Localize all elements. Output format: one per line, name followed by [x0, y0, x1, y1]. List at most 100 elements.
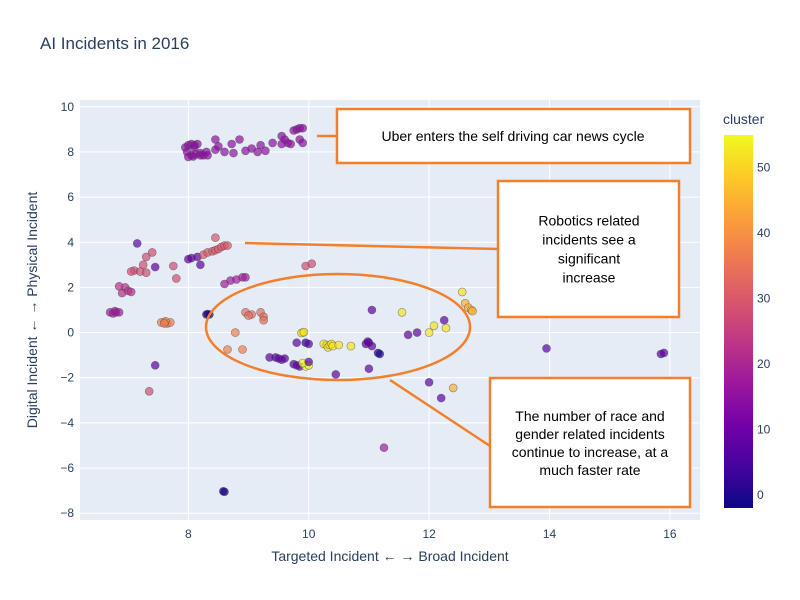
data-point: [261, 146, 270, 156]
data-point: [114, 281, 124, 291]
chart-title: AI Incidents in 2016: [40, 34, 190, 53]
data-point: [126, 267, 136, 276]
y-tick-label: −6: [60, 461, 74, 475]
data-point: [141, 268, 151, 278]
data-point: [150, 262, 160, 272]
data-point: [659, 348, 669, 358]
data-point: [307, 259, 317, 269]
y-tick-label: 0: [67, 326, 74, 340]
annotation-text: gender related incidents: [515, 426, 664, 442]
data-point: [429, 321, 439, 331]
colorbar-tick-label: 10: [757, 422, 771, 436]
annotation-text: much faster rate: [539, 462, 640, 478]
colorbar-tick-label: 0: [757, 488, 764, 502]
data-point: [424, 328, 434, 337]
data-point: [227, 139, 236, 149]
y-tick-label: 4: [67, 235, 74, 249]
data-point: [397, 307, 407, 317]
data-point: [132, 239, 142, 248]
annotation-box: [488, 376, 692, 509]
data-point: [412, 328, 422, 337]
data-point: [172, 274, 181, 283]
data-point: [268, 138, 277, 148]
y-tick-label: 6: [67, 190, 74, 204]
y-tick-label: −2: [60, 371, 74, 385]
y-tick-label: 8: [67, 145, 74, 159]
data-point: [542, 344, 551, 353]
data-point: [144, 386, 154, 396]
data-point: [141, 252, 151, 262]
y-tick-label: 10: [61, 100, 75, 114]
data-point: [229, 148, 238, 158]
data-point: [424, 377, 434, 387]
data-point: [436, 393, 446, 403]
data-point: [169, 261, 178, 271]
data-point: [441, 323, 451, 333]
x-tick-label: 10: [302, 527, 316, 541]
data-point: [304, 357, 314, 367]
data-point: [244, 311, 253, 320]
annotation-text: Robotics related: [538, 213, 639, 229]
data-point: [367, 341, 377, 351]
data-point: [256, 140, 265, 150]
data-point: [223, 241, 232, 250]
data-point: [259, 315, 268, 325]
data-point: [331, 370, 341, 379]
data-point: [304, 339, 314, 349]
data-point: [403, 330, 413, 340]
annotation-text: incidents see a: [542, 232, 636, 248]
colorbar-tick-label: 30: [757, 292, 771, 306]
data-point: [439, 315, 449, 325]
colorbar-title: cluster: [723, 111, 765, 127]
colorbar-tick-label: 20: [757, 357, 771, 371]
data-point: [160, 319, 169, 328]
colorbar-tick-label: 40: [757, 226, 771, 240]
data-point: [379, 443, 389, 453]
annotation-ellipse: [204, 272, 472, 382]
data-point: [292, 338, 302, 348]
x-axis-label: Targeted Incident ← → Broad Incident: [271, 548, 508, 564]
x-tick-label: 8: [185, 527, 192, 541]
annotation-text: increase: [563, 270, 616, 286]
annotation-box: [496, 179, 681, 319]
annotation-text: continue to increase, at a: [512, 444, 669, 460]
y-tick-label: −8: [60, 506, 74, 520]
data-point: [448, 383, 458, 393]
data-points: [105, 123, 669, 497]
x-tick-label: 12: [422, 527, 436, 541]
data-point: [241, 272, 250, 282]
annotation-box: [335, 107, 692, 165]
x-tick-label: 16: [663, 527, 677, 541]
data-point: [147, 248, 157, 257]
data-point: [231, 328, 240, 337]
y-axis-label: Digital Incident ← → Physical Incident: [24, 192, 40, 429]
data-point: [220, 147, 229, 157]
colorbar-tick-label: 50: [757, 161, 771, 175]
data-point: [219, 486, 228, 496]
data-point: [214, 142, 223, 151]
data-point: [238, 345, 247, 354]
data-point: [334, 340, 344, 350]
data-point: [235, 135, 244, 144]
data-point: [457, 287, 467, 297]
annotation-text: Uber enters the self driving car news cy…: [382, 128, 645, 144]
data-point: [277, 139, 287, 149]
x-tick-label: 14: [543, 527, 557, 541]
data-point: [364, 364, 374, 374]
data-point: [114, 307, 124, 317]
annotation-arrow: [389, 378, 491, 448]
data-point: [298, 123, 308, 133]
data-point: [367, 305, 377, 315]
data-point: [346, 341, 356, 351]
data-point: [203, 151, 212, 160]
data-point: [196, 260, 205, 270]
y-tick-label: −4: [60, 416, 74, 430]
data-point: [211, 233, 220, 242]
data-point: [223, 345, 232, 354]
y-tick-label: 2: [67, 280, 74, 294]
data-point: [280, 354, 290, 363]
data-point: [126, 287, 136, 297]
annotation-arrow: [244, 241, 499, 251]
data-point: [375, 349, 385, 359]
